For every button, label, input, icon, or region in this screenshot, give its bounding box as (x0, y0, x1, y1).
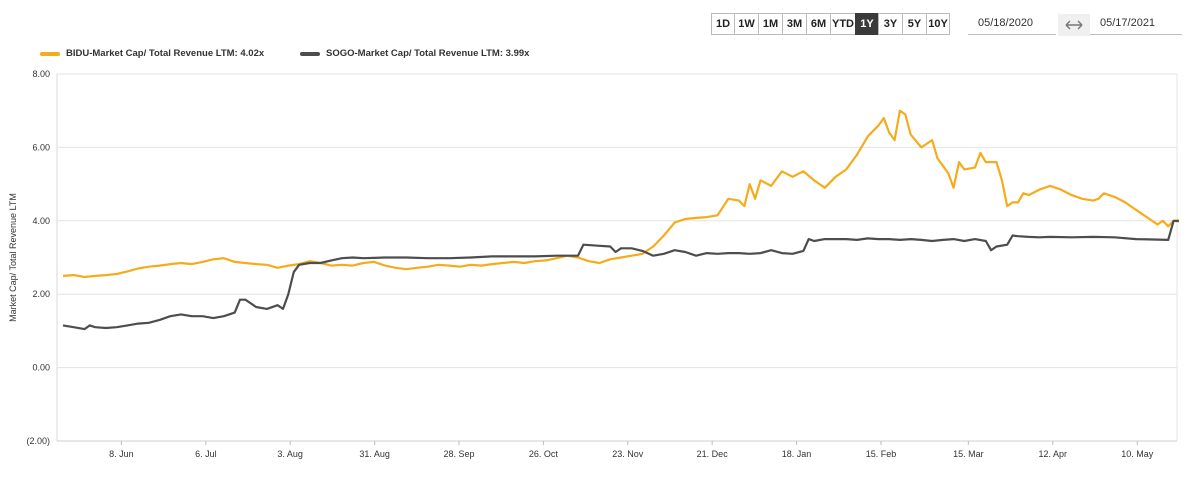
y-tick-label: 4.00 (32, 216, 50, 226)
x-tick-label: 31. Aug (359, 449, 390, 459)
range-button-ytd[interactable]: YTD (830, 13, 856, 35)
legend-label-bidu: BIDU-Market Cap/ Total Revenue LTM: 4.02… (66, 48, 265, 59)
y-axis-title: Market Cap/ Total Revenue LTM (8, 193, 18, 322)
legend-item-bidu[interactable]: BIDU-Market Cap/ Total Revenue LTM: 4.02… (40, 48, 264, 59)
x-tick-label: 15. Mar (953, 449, 984, 459)
y-tick-label: 2.00 (32, 289, 50, 299)
range-button-6m[interactable]: 6M (806, 13, 831, 35)
y-tick-label: 6.00 (32, 142, 50, 152)
x-tick-label: 26. Oct (529, 449, 559, 459)
range-button-10y[interactable]: 10Y (926, 13, 950, 35)
y-tick-label: 0.00 (32, 363, 50, 373)
y-tick-label: (2.00) (26, 436, 50, 446)
range-button-1m[interactable]: 1M (758, 13, 783, 35)
legend-item-sogo[interactable]: SOGO-Market Cap/ Total Revenue LTM: 3.99… (300, 48, 529, 59)
bidu-swatch (40, 51, 60, 56)
x-tick-label: 21. Dec (697, 449, 729, 459)
sogo-swatch (300, 51, 320, 56)
range-button-1w[interactable]: 1W (734, 13, 759, 35)
x-tick-label: 28. Sep (443, 449, 474, 459)
date-range-toolbar: 1D 1W 1M 3M 6M YTD 1Y 3Y 5Y 10Y (711, 13, 950, 35)
series-line-sogo (62, 219, 1179, 331)
series-line-bidu (62, 109, 1180, 279)
x-tick-label: 15. Feb (866, 449, 897, 459)
y-tick-label: 8.00 (32, 69, 50, 79)
x-tick-label: 6. Jul (195, 449, 217, 459)
end-date-field[interactable]: 05/17/2021 (1090, 14, 1182, 35)
swap-dates-icon[interactable] (1058, 14, 1090, 36)
x-tick-label: 23. Nov (612, 449, 644, 459)
legend-label-sogo: SOGO-Market Cap/ Total Revenue LTM: 3.99… (326, 48, 530, 59)
x-tick-label: 10. May (1121, 449, 1154, 459)
x-tick-label: 3. Aug (277, 449, 303, 459)
x-tick-label: 18. Jan (782, 449, 812, 459)
x-tick-label: 8. Jun (109, 449, 134, 459)
start-date-field[interactable]: 05/18/2020 (968, 14, 1056, 35)
x-tick-label: 12. Apr (1039, 449, 1068, 459)
